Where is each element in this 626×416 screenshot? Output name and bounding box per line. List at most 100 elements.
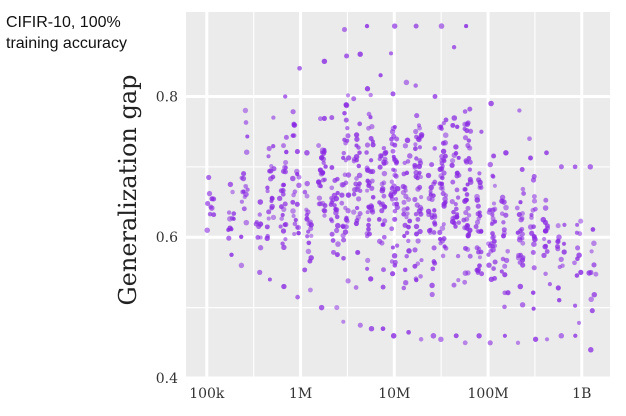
data-point xyxy=(389,186,395,191)
data-point xyxy=(576,252,582,258)
data-point xyxy=(443,117,449,123)
data-point xyxy=(529,230,535,236)
data-point xyxy=(280,191,286,197)
data-point xyxy=(390,245,395,250)
data-point xyxy=(432,208,437,213)
data-point xyxy=(476,229,482,234)
data-point xyxy=(354,136,360,142)
data-point xyxy=(407,218,413,224)
data-point xyxy=(429,162,435,168)
data-point xyxy=(432,146,437,151)
data-point xyxy=(413,146,418,152)
data-point xyxy=(555,285,561,291)
data-point xyxy=(302,189,308,195)
data-point xyxy=(318,304,325,311)
data-point xyxy=(283,237,288,242)
data-point xyxy=(389,259,395,264)
data-point xyxy=(290,199,296,205)
data-point xyxy=(519,216,525,221)
data-point xyxy=(419,134,424,139)
data-point xyxy=(318,116,323,122)
data-point xyxy=(291,121,297,127)
data-point xyxy=(528,155,533,161)
data-point xyxy=(517,108,522,113)
data-point xyxy=(476,249,481,255)
data-point xyxy=(412,162,418,168)
data-point xyxy=(443,200,448,205)
data-point xyxy=(477,263,482,269)
data-point xyxy=(403,280,409,286)
data-point xyxy=(415,216,421,222)
x-tick-label: 100k xyxy=(189,386,225,402)
data-point xyxy=(531,194,537,199)
data-point xyxy=(304,150,310,156)
data-point xyxy=(505,249,511,254)
data-point xyxy=(365,188,370,193)
data-point xyxy=(343,180,349,186)
data-point xyxy=(428,230,433,235)
data-point xyxy=(518,200,523,205)
data-point xyxy=(283,94,288,99)
y-tick-label: 0.8 xyxy=(156,89,178,105)
data-point xyxy=(415,238,421,244)
data-point xyxy=(455,253,461,259)
data-point xyxy=(357,121,363,127)
data-point xyxy=(281,182,287,188)
data-point xyxy=(403,193,409,200)
data-point xyxy=(318,184,323,189)
data-point xyxy=(393,173,399,179)
data-point xyxy=(243,120,249,125)
data-point xyxy=(279,216,284,221)
data-point xyxy=(335,241,341,247)
data-point xyxy=(491,174,496,179)
data-point xyxy=(464,24,469,29)
data-point xyxy=(340,233,346,239)
data-point xyxy=(381,180,387,186)
data-point xyxy=(404,137,411,144)
data-point xyxy=(389,136,394,142)
data-point xyxy=(451,115,458,121)
data-point xyxy=(344,215,349,220)
data-point xyxy=(394,185,401,192)
data-point xyxy=(578,269,584,275)
data-point xyxy=(294,201,300,207)
data-point xyxy=(428,184,434,191)
data-point xyxy=(543,243,548,248)
data-point xyxy=(451,282,457,288)
data-point xyxy=(412,196,418,203)
data-point xyxy=(456,155,461,160)
data-point xyxy=(530,250,536,255)
data-point xyxy=(543,197,549,203)
data-point xyxy=(439,158,444,163)
data-point xyxy=(440,253,446,259)
data-point xyxy=(573,303,578,308)
data-point xyxy=(344,53,350,59)
data-point xyxy=(380,326,386,332)
data-point xyxy=(405,159,411,164)
data-point xyxy=(431,245,437,251)
data-point xyxy=(453,202,458,207)
data-point xyxy=(401,207,407,213)
data-point xyxy=(376,217,382,222)
data-point xyxy=(492,243,498,249)
data-point xyxy=(296,230,301,236)
data-point xyxy=(453,144,459,150)
data-point xyxy=(403,188,408,193)
data-point xyxy=(309,233,314,239)
data-point xyxy=(365,234,370,239)
data-point xyxy=(575,222,580,227)
data-point xyxy=(266,216,271,221)
data-point xyxy=(207,211,213,217)
data-point xyxy=(365,257,371,263)
data-point xyxy=(543,271,548,277)
data-point xyxy=(475,270,480,275)
data-point xyxy=(490,231,495,236)
data-point xyxy=(383,149,389,155)
data-point xyxy=(517,283,524,290)
data-point xyxy=(291,213,296,219)
data-point xyxy=(432,260,438,266)
data-point xyxy=(406,248,412,254)
data-point xyxy=(418,274,423,279)
data-point xyxy=(502,263,508,269)
data-point xyxy=(257,245,264,251)
